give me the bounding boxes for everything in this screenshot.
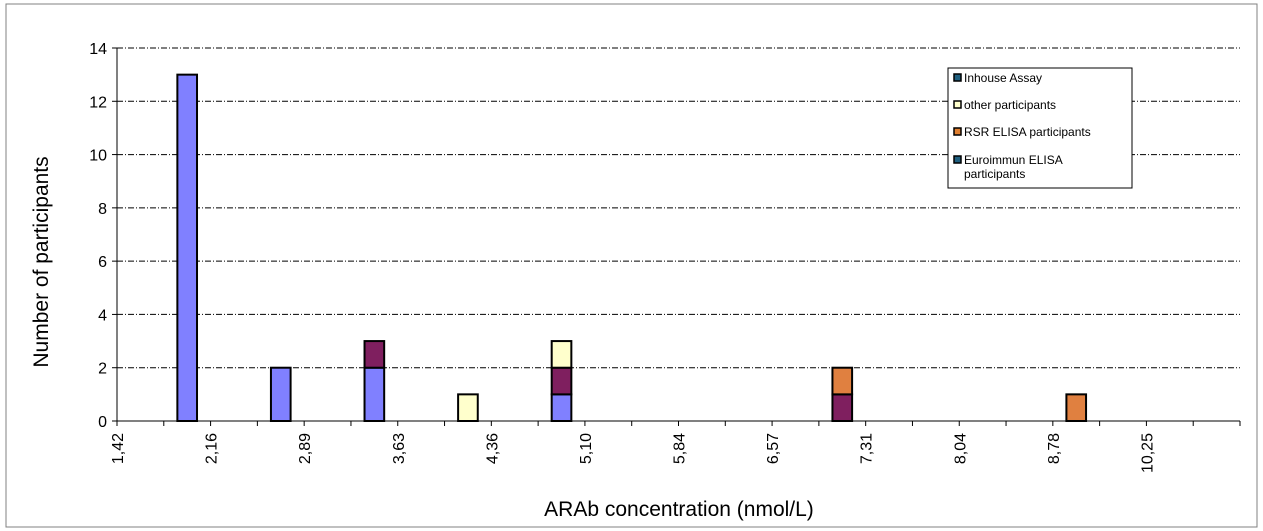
legend-swatch	[953, 73, 962, 82]
legend-label: other participants	[964, 98, 1056, 112]
legend-label: Inhouse Assay	[964, 71, 1042, 85]
bar-segment	[176, 73, 199, 423]
x-tick-label: 10,25	[1139, 433, 1156, 473]
bar-segment	[550, 366, 573, 396]
bars	[176, 73, 1088, 423]
bar-segment	[457, 393, 479, 423]
y-tick-label: 12	[89, 94, 107, 111]
legend-swatch	[953, 100, 962, 109]
y-tick-label: 0	[98, 414, 107, 431]
x-tick-label: 5,84	[672, 433, 689, 464]
x-tick-labels: 1,42 2,16 2,89 3,63 4,36 5,10 5,84 6,57 7,31 8,04…	[110, 433, 1156, 473]
y-tick-label: 2	[98, 361, 107, 378]
bar-segment	[550, 340, 573, 369]
bar-segment	[831, 366, 854, 396]
y-tick-labels: 0 2 4 6 8 10 12 14	[89, 41, 107, 431]
y-axis-title: Number of participants	[30, 156, 53, 367]
bar-segment	[831, 393, 854, 423]
x-tick-label: 8,78	[1046, 433, 1063, 464]
bar-segment	[363, 340, 386, 369]
y-tick-label: 14	[89, 41, 107, 58]
y-tick-label: 6	[98, 254, 107, 271]
bar-segment	[363, 366, 386, 423]
x-tick-label: 1,42	[110, 433, 127, 464]
legend-label: Euroimmun ELISA	[964, 153, 1063, 167]
y-tick-label: 10	[89, 148, 107, 165]
x-tick-label: 5,10	[578, 433, 595, 464]
x-tick-label: 2,89	[297, 433, 314, 464]
legend-label: participants	[964, 167, 1025, 181]
x-axis-title: ARAb concentration (nmol/L)	[544, 498, 814, 521]
legend-items: Inhouse Assay other participants RSR ELISA…	[953, 71, 1091, 181]
y-tick-label: 4	[98, 307, 107, 324]
y-tick-label: 8	[98, 201, 107, 218]
bar-segment	[1065, 393, 1088, 423]
legend-swatch	[953, 127, 962, 136]
legend-label: RSR ELISA participants	[964, 125, 1091, 139]
bar-segment	[550, 393, 573, 423]
x-tick-label: 6,57	[765, 433, 782, 464]
x-tick-label: 8,04	[952, 433, 969, 464]
legend-swatch	[953, 155, 962, 164]
bar-segment	[269, 366, 292, 423]
x-tick-label: 7,31	[859, 433, 876, 464]
legend: Inhouse Assay other participants RSR ELISA…	[947, 67, 1133, 189]
x-tick-label: 4,36	[484, 433, 501, 464]
axes	[112, 47, 1241, 426]
x-tick-label: 2,16	[204, 433, 221, 464]
x-tick-label: 3,63	[391, 433, 408, 464]
legend-box	[947, 67, 1133, 189]
